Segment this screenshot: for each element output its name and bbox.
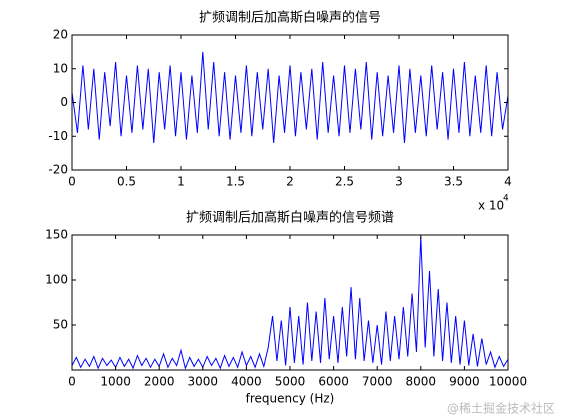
x-tick-label: 2	[286, 175, 294, 189]
x-tick-label: 3000	[188, 375, 219, 389]
plot-area	[72, 35, 508, 170]
y-tick-label: -20	[48, 163, 68, 177]
x-tick-label: 0.5	[117, 175, 136, 189]
x-multiplier: x 10	[478, 199, 504, 213]
x-tick-label: 2.5	[335, 175, 354, 189]
y-tick-label: 50	[53, 318, 68, 332]
watermark: @稀土掘金技术社区	[447, 401, 555, 416]
x-axis-label: frequency (Hz)	[246, 392, 335, 406]
x-tick-label: 1.5	[226, 175, 245, 189]
y-tick-label: 0	[60, 95, 68, 109]
signal-line	[72, 236, 508, 370]
x-tick-label: 5000	[275, 375, 306, 389]
x-tick-label: 8000	[406, 375, 437, 389]
x-tick-label: 7000	[362, 375, 393, 389]
x-tick-label: 9000	[449, 375, 480, 389]
y-tick-label: 20	[53, 28, 68, 42]
y-tick-label: 150	[45, 228, 68, 242]
chart-title: 扩频调制后加高斯白噪声的信号频谱	[186, 210, 394, 226]
x-tick-label: 3.5	[444, 175, 463, 189]
x-tick-label: 0	[68, 375, 76, 389]
signal-line	[72, 51, 508, 144]
y-tick-label: 10	[53, 61, 68, 75]
x-tick-label: 1000	[100, 375, 131, 389]
plot-area	[72, 235, 508, 370]
y-tick-label: -10	[48, 129, 68, 143]
x-multiplier-exponent: 4	[503, 194, 509, 204]
x-tick-label: 10000	[489, 375, 527, 389]
x-tick-label: 1	[177, 175, 185, 189]
x-tick-label: 3	[395, 175, 403, 189]
y-tick-label: 100	[45, 273, 68, 287]
chart-title: 扩频调制后加高斯白噪声的信号	[199, 10, 381, 26]
x-tick-label: 6000	[318, 375, 349, 389]
x-tick-label: 2000	[144, 375, 175, 389]
x-tick-label: 0	[68, 175, 76, 189]
x-tick-label: 4	[504, 175, 512, 189]
x-tick-label: 4000	[231, 375, 262, 389]
